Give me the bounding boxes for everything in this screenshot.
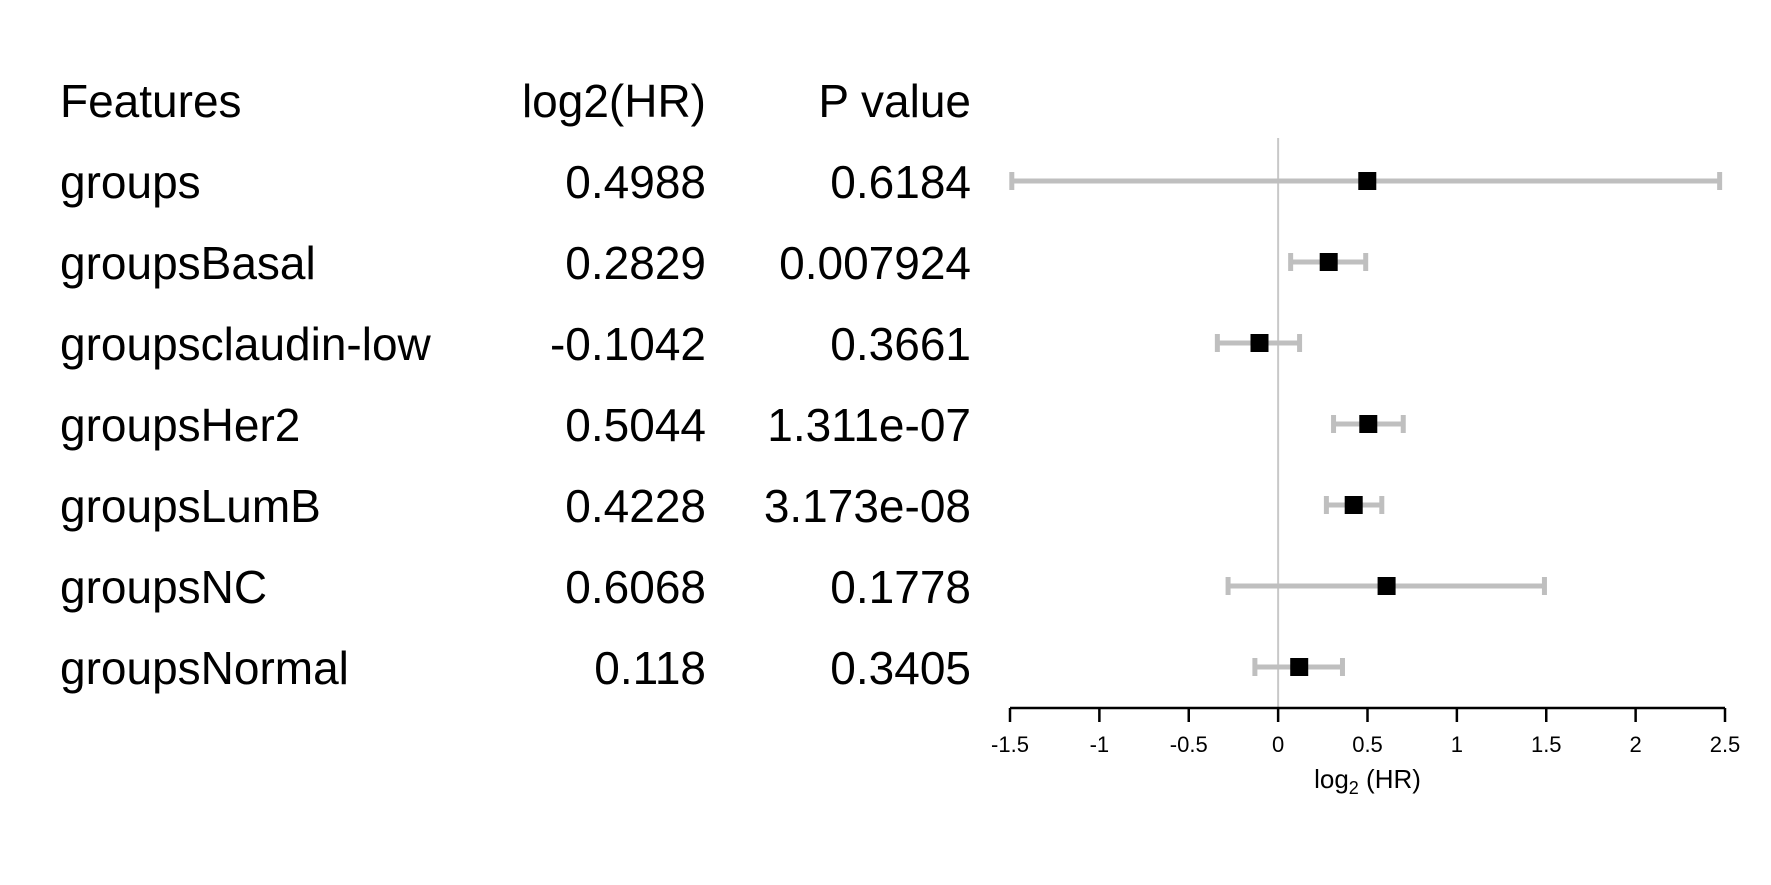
point-estimates [1250,172,1396,676]
x-tick-label: -1 [1090,732,1110,757]
header-log2hr: log2(HR) [522,75,706,127]
x-tick-label: 1.5 [1531,732,1562,757]
x-axis-ticks: -1.5 -1 -0.5 0 0.5 1 1.5 2 2.5 [991,708,1740,757]
row-log2hr-value: 0.118 [594,642,706,694]
table-row: groupsLumB 0.4228 3.173e-08 [60,480,971,532]
row-feature-label: groupsclaudin-low [60,318,432,370]
table-row: groupsNC 0.6068 0.1778 [60,561,971,613]
row-feature-label: groups [60,156,201,208]
point-estimate [1358,172,1377,190]
row-feature-label: groupsBasal [60,237,316,289]
x-tick-label: 1 [1451,732,1463,757]
row-log2hr-value: 0.6068 [565,561,706,613]
row-feature-label: groupsNormal [60,642,349,694]
header-features: Features [60,75,242,127]
point-estimate [1359,415,1378,433]
row-p-value: 0.3405 [830,642,971,694]
row-feature-label: groupsNC [60,561,267,613]
table-row: groupsclaudin-low -0.1042 0.3661 [60,318,971,370]
x-axis-title-rest: (HR) [1359,764,1421,794]
row-feature-label: groupsLumB [60,480,321,532]
row-log2hr-value: 0.2829 [565,237,706,289]
row-p-value: 3.173e-08 [764,480,971,532]
row-p-value: 0.1778 [830,561,971,613]
table-rows: groups 0.4988 0.6184 groupsBasal 0.2829 0.007… [60,156,971,694]
table-row: groups 0.4988 0.6184 [60,156,971,208]
x-axis-title-subscript: 2 [1349,778,1359,798]
row-log2hr-value: 0.4988 [565,156,706,208]
row-p-value: 0.007924 [779,237,971,289]
row-feature-label: groupsHer2 [60,399,300,451]
point-estimate [1319,253,1338,271]
header-p-value: P value [818,75,971,127]
row-p-value: 1.311e-07 [767,399,971,451]
x-tick-label: 0.5 [1352,732,1383,757]
table-row: groupsNormal 0.118 0.3405 [60,642,971,694]
point-estimate [1377,577,1396,595]
x-tick-label: 0 [1272,732,1284,757]
point-estimate [1290,658,1309,676]
row-p-value: 0.3661 [830,318,971,370]
x-tick-label: 2.5 [1710,732,1741,757]
table-row: groupsBasal 0.2829 0.007924 [60,237,971,289]
x-tick-label: 2 [1630,732,1642,757]
row-log2hr-value: -0.1042 [550,318,706,370]
table-row: groupsHer2 0.5044 1.311e-07 [60,399,971,451]
x-axis-title-base: log [1314,764,1349,794]
point-estimate [1344,496,1363,514]
x-tick-label: -1.5 [991,732,1029,757]
x-axis: -1.5 -1 -0.5 0 0.5 1 1.5 2 2.5 log2 (HR) [991,706,1740,798]
row-log2hr-value: 0.4228 [565,480,706,532]
x-axis-title: log2 (HR) [1314,764,1421,798]
x-tick-label: -0.5 [1170,732,1208,757]
table-header: Features log2(HR) P value [60,75,971,127]
row-log2hr-value: 0.5044 [565,399,706,451]
row-p-value: 0.6184 [830,156,971,208]
point-estimate [1250,334,1269,352]
